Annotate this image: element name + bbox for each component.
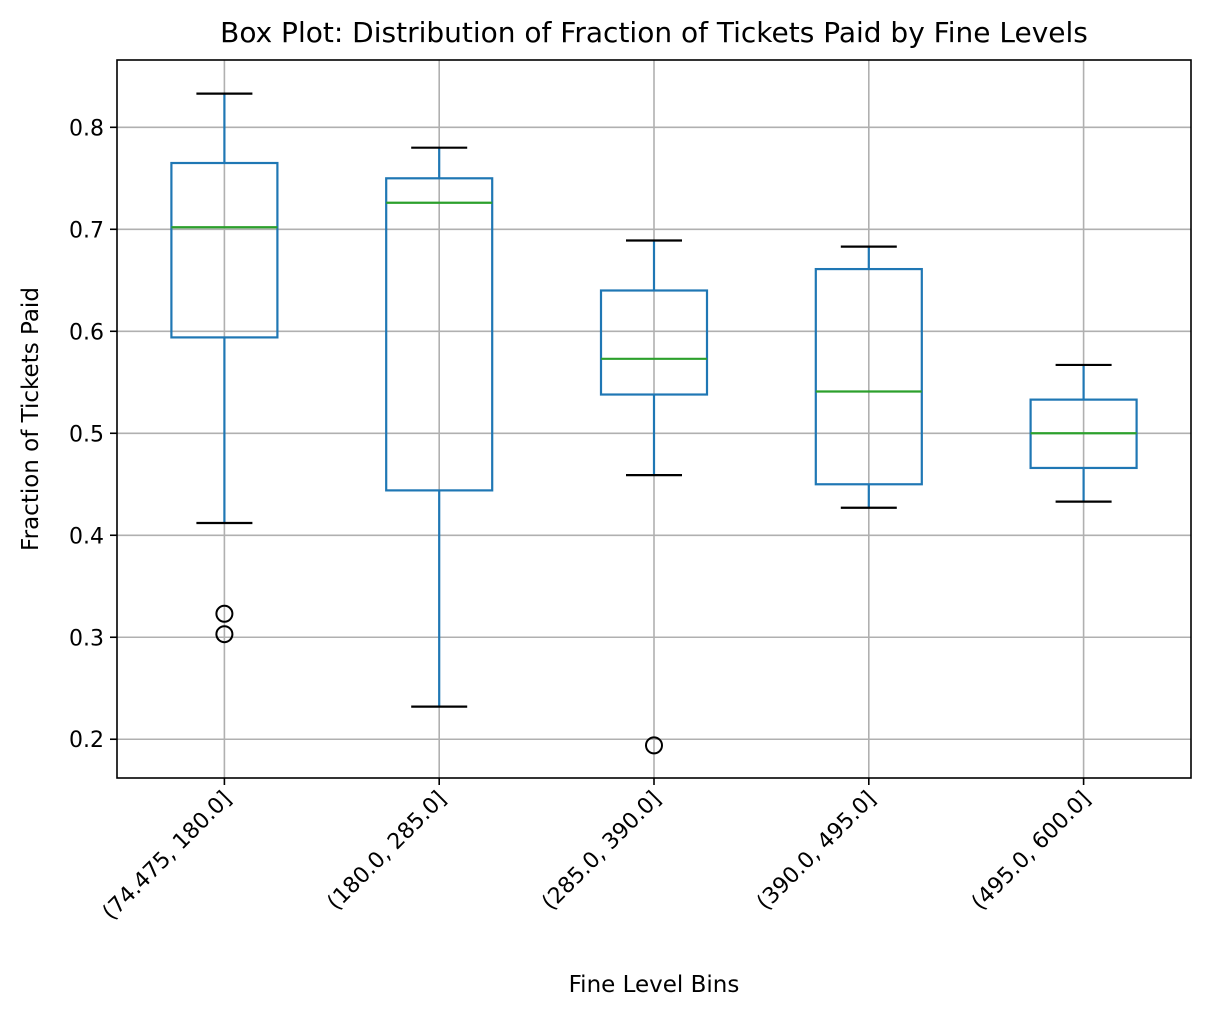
y-tick-label: 0.8 [69, 116, 104, 141]
outlier-point [215, 604, 234, 623]
box-2 [385, 146, 494, 708]
iqr-box [385, 177, 494, 492]
y-tick-label: 0.4 [69, 524, 104, 549]
outlier-point [645, 736, 663, 755]
y-tick-label: 0.7 [69, 218, 104, 243]
iqr-box [170, 161, 279, 339]
box-4 [814, 245, 923, 509]
chart-title: Box Plot: Distribution of Fraction of Ti… [220, 16, 1088, 49]
iqr-box [599, 289, 709, 396]
outlier-point [215, 625, 234, 644]
box-5 [1029, 363, 1138, 503]
box-3 [599, 239, 709, 755]
y-axis-label: Fraction of Tickets Paid [18, 287, 44, 551]
y-tick-label: 0.3 [69, 626, 104, 651]
box-1 [170, 92, 279, 644]
y-tick-label: 0.5 [69, 422, 104, 447]
y-tick-label: 0.2 [69, 728, 104, 753]
iqr-box [814, 267, 923, 486]
x-axis-label: Fine Level Bins [569, 972, 740, 998]
y-tick-label: 0.6 [69, 320, 104, 345]
box-layer [170, 92, 1138, 755]
